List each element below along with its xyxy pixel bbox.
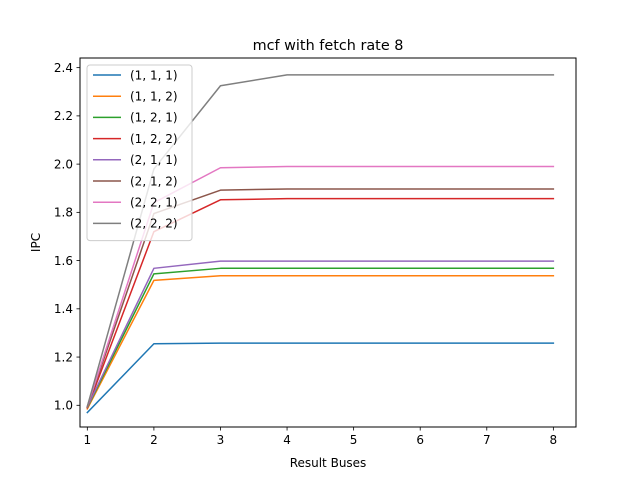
- y-tick-label: 1.0: [54, 399, 73, 413]
- legend-label: (2, 1, 1): [130, 153, 178, 167]
- x-axis-ticks: 1 2 3 4 5 6 7 8: [84, 427, 558, 447]
- y-tick-label: 2.2: [54, 109, 73, 123]
- legend-label: (1, 2, 1): [130, 111, 178, 125]
- series-line-1: [86, 342, 555, 414]
- legend: (1, 1, 1) (1, 1, 2) (1, 2, 1) (1, 2, 2) (2, …: [86, 64, 193, 242]
- x-tick-label: 5: [350, 433, 358, 447]
- chart-title: mcf with fetch rate 8: [253, 38, 404, 54]
- y-tick-label: 1.2: [54, 350, 73, 364]
- y-tick-label: 2.4: [54, 61, 73, 75]
- legend-label: (2, 2, 2): [130, 217, 178, 231]
- y-tick-label: 1.4: [54, 302, 73, 316]
- x-axis-label: Result Buses: [290, 456, 367, 470]
- legend-label: (1, 1, 1): [130, 68, 178, 82]
- series-line-2: [86, 275, 555, 410]
- legend-label: (2, 2, 1): [130, 196, 178, 210]
- y-axis-ticks: 1.0 1.2 1.4 1.6 1.8 2.0 2.2 2.4: [54, 61, 80, 413]
- plot-frame: [79, 57, 577, 428]
- x-tick-label: 6: [416, 433, 424, 447]
- legend-label: (1, 1, 2): [130, 90, 178, 104]
- y-axis-label: IPC: [29, 233, 43, 252]
- y-tick-label: 2.0: [54, 157, 73, 171]
- series-line-3: [86, 267, 555, 409]
- x-tick-label: 4: [283, 433, 291, 447]
- x-tick-label: 2: [150, 433, 158, 447]
- legend-label: (1, 2, 2): [130, 132, 178, 146]
- y-tick-label: 1.6: [54, 254, 73, 268]
- x-tick-label: 3: [217, 433, 225, 447]
- x-tick-label: 7: [483, 433, 491, 447]
- x-tick-label: 8: [550, 433, 558, 447]
- legend-label: (2, 1, 2): [130, 174, 178, 188]
- x-tick-label: 1: [84, 433, 92, 447]
- y-tick-label: 1.8: [54, 206, 73, 220]
- series-line-5: [86, 260, 555, 408]
- legend-box: [86, 64, 193, 242]
